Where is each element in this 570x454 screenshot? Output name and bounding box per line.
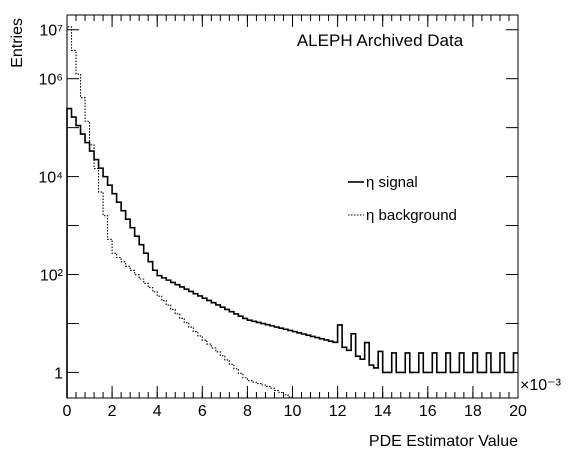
x-axis-multiplier: ×10⁻³ [520,377,562,394]
x-tick-label: 8 [243,403,252,420]
y-tick-label: 10⁶ [39,72,63,89]
x-tick-label: 10 [284,403,302,420]
series-layer [66,26,518,399]
y-axis-label: Entries [9,18,26,68]
x-tick-label: 2 [108,403,117,420]
series-signal-line [66,107,518,398]
x-tick-label: 12 [329,403,347,420]
legend-label: η signal [366,174,418,191]
x-tick-label: 18 [464,403,482,420]
x-axis-label: PDE Estimator Value [369,433,518,450]
y-tick-label: 10² [40,267,64,284]
y-tick-label: 10⁴ [38,170,63,187]
x-tick-label: 4 [153,403,162,420]
y-tick-label: 1 [54,365,63,382]
x-tick-label: 6 [198,403,207,420]
x-tick-label: 14 [374,403,392,420]
x-tick-label: 20 [509,403,527,420]
legend-layer: η signal η background [348,174,457,224]
series-background-line [66,26,338,399]
axes-layer: 0 2 4 6 8 10 12 14 16 18 20 1 10² 10⁴ 10⁶ 10⁷ [38,15,527,420]
x-tick-label: 16 [419,403,437,420]
x-tick-label: 0 [63,403,72,420]
legend-label: η background [366,207,457,224]
chart-annotation: ALEPH Archived Data [297,31,464,50]
y-tick-label: 10⁷ [39,23,63,40]
